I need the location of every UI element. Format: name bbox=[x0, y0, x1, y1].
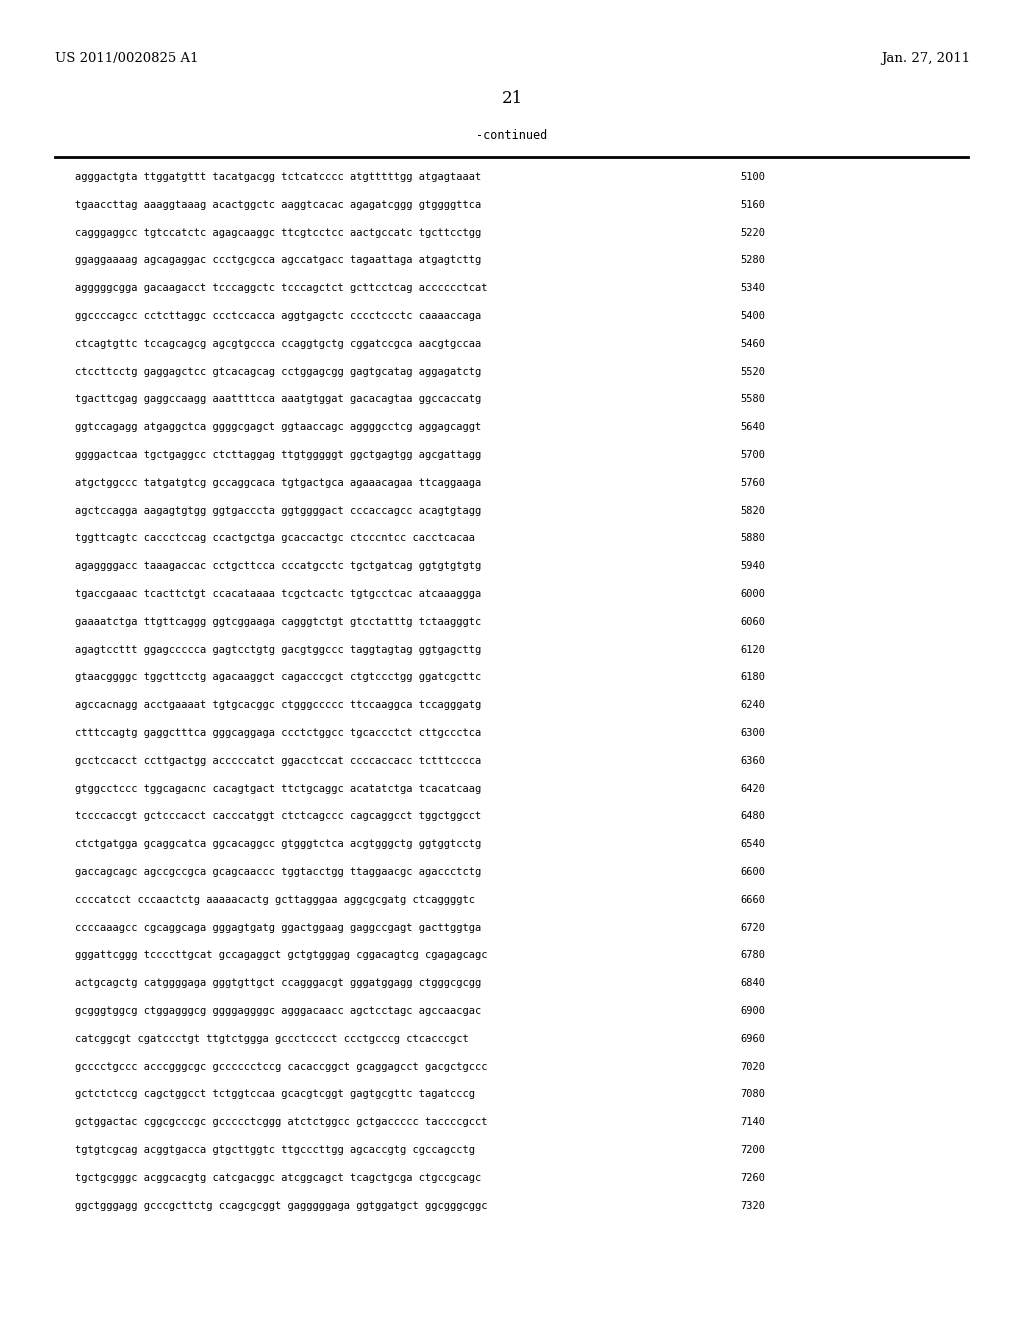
Text: 6540: 6540 bbox=[740, 840, 765, 849]
Text: 5640: 5640 bbox=[740, 422, 765, 432]
Text: ggggactcaa tgctgaggcc ctcttaggag ttgtgggggt ggctgagtgg agcgattagg: ggggactcaa tgctgaggcc ctcttaggag ttgtggg… bbox=[75, 450, 481, 459]
Text: 5160: 5160 bbox=[740, 199, 765, 210]
Text: 5760: 5760 bbox=[740, 478, 765, 488]
Text: 7020: 7020 bbox=[740, 1061, 765, 1072]
Text: agagtccttt ggagccccca gagtcctgtg gacgtggccc taggtagtag ggtgagcttg: agagtccttt ggagccccca gagtcctgtg gacgtgg… bbox=[75, 644, 481, 655]
Text: tccccaccgt gctcccacct cacccatggt ctctcagccc cagcaggcct tggctggcct: tccccaccgt gctcccacct cacccatggt ctctcag… bbox=[75, 812, 481, 821]
Text: gggattcggg tccccttgcat gccagaggct gctgtgggag cggacagtcg cgagagcagc: gggattcggg tccccttgcat gccagaggct gctgtg… bbox=[75, 950, 487, 961]
Text: atgctggccc tatgatgtcg gccaggcaca tgtgactgca agaaacagaa ttcaggaaga: atgctggccc tatgatgtcg gccaggcaca tgtgact… bbox=[75, 478, 481, 488]
Text: 6960: 6960 bbox=[740, 1034, 765, 1044]
Text: agccacnagg acctgaaaat tgtgcacggc ctgggccccc ttccaaggca tccagggatg: agccacnagg acctgaaaat tgtgcacggc ctgggcc… bbox=[75, 700, 481, 710]
Text: 6720: 6720 bbox=[740, 923, 765, 933]
Text: tggttcagtc caccctccag ccactgctga gcaccactgc ctcccntcc cacctcacaa: tggttcagtc caccctccag ccactgctga gcaccac… bbox=[75, 533, 475, 544]
Text: gcgggtggcg ctggagggcg ggggaggggc agggacaacc agctcctagc agccaacgac: gcgggtggcg ctggagggcg ggggaggggc agggaca… bbox=[75, 1006, 481, 1016]
Text: 6060: 6060 bbox=[740, 616, 765, 627]
Text: 5580: 5580 bbox=[740, 395, 765, 404]
Text: 6660: 6660 bbox=[740, 895, 765, 904]
Text: ccccatcct cccaactctg aaaaacactg gcttagggaa aggcgcgatg ctcaggggtc: ccccatcct cccaactctg aaaaacactg gcttaggg… bbox=[75, 895, 475, 904]
Text: 7320: 7320 bbox=[740, 1201, 765, 1210]
Text: 7200: 7200 bbox=[740, 1144, 765, 1155]
Text: 7080: 7080 bbox=[740, 1089, 765, 1100]
Text: 5880: 5880 bbox=[740, 533, 765, 544]
Text: 5940: 5940 bbox=[740, 561, 765, 572]
Text: ggctgggagg gcccgcttctg ccagcgcggt gagggggaga ggtggatgct ggcgggcggc: ggctgggagg gcccgcttctg ccagcgcggt gagggg… bbox=[75, 1201, 487, 1210]
Text: 5400: 5400 bbox=[740, 312, 765, 321]
Text: 6300: 6300 bbox=[740, 729, 765, 738]
Text: gcctccacct ccttgactgg acccccatct ggacctccat ccccaccacc tctttcccca: gcctccacct ccttgactgg acccccatct ggacctc… bbox=[75, 756, 481, 766]
Text: 7260: 7260 bbox=[740, 1172, 765, 1183]
Text: US 2011/0020825 A1: US 2011/0020825 A1 bbox=[55, 51, 199, 65]
Text: agggggcgga gacaagacct tcccaggctc tcccagctct gcttcctcag acccccctcat: agggggcgga gacaagacct tcccaggctc tcccagc… bbox=[75, 284, 487, 293]
Text: -continued: -continued bbox=[476, 129, 548, 143]
Text: 5280: 5280 bbox=[740, 255, 765, 265]
Text: 6360: 6360 bbox=[740, 756, 765, 766]
Text: tgaaccttag aaaggtaaag acactggctc aaggtcacac agagatcggg gtggggttca: tgaaccttag aaaggtaaag acactggctc aaggtca… bbox=[75, 199, 481, 210]
Text: gctctctccg cagctggcct tctggtccaa gcacgtcggt gagtgcgttc tagatcccg: gctctctccg cagctggcct tctggtccaa gcacgtc… bbox=[75, 1089, 475, 1100]
Text: tgctgcgggc acggcacgtg catcgacggc atcggcagct tcagctgcga ctgccgcagc: tgctgcgggc acggcacgtg catcgacggc atcggca… bbox=[75, 1172, 481, 1183]
Text: agaggggacc taaagaccac cctgcttcca cccatgcctc tgctgatcag ggtgtgtgtg: agaggggacc taaagaccac cctgcttcca cccatgc… bbox=[75, 561, 481, 572]
Text: gtaacggggc tggcttcctg agacaaggct cagacccgct ctgtccctgg ggatcgcttc: gtaacggggc tggcttcctg agacaaggct cagaccc… bbox=[75, 672, 481, 682]
Text: Jan. 27, 2011: Jan. 27, 2011 bbox=[881, 51, 970, 65]
Text: 6120: 6120 bbox=[740, 644, 765, 655]
Text: 5520: 5520 bbox=[740, 367, 765, 376]
Text: gaccagcagc agccgccgca gcagcaaccc tggtacctgg ttaggaacgc agaccctctg: gaccagcagc agccgccgca gcagcaaccc tggtacc… bbox=[75, 867, 481, 876]
Text: gtggcctccc tggcagacnc cacagtgact ttctgcaggc acatatctga tcacatcaag: gtggcctccc tggcagacnc cacagtgact ttctgca… bbox=[75, 784, 481, 793]
Text: tgacttcgag gaggccaagg aaattttcca aaatgtggat gacacagtaa ggccaccatg: tgacttcgag gaggccaagg aaattttcca aaatgtg… bbox=[75, 395, 481, 404]
Text: 5700: 5700 bbox=[740, 450, 765, 459]
Text: 6480: 6480 bbox=[740, 812, 765, 821]
Text: ctcagtgttc tccagcagcg agcgtgccca ccaggtgctg cggatccgca aacgtgccaa: ctcagtgttc tccagcagcg agcgtgccca ccaggtg… bbox=[75, 339, 481, 348]
Text: agggactgta ttggatgttt tacatgacgg tctcatcccc atgtttttgg atgagtaaat: agggactgta ttggatgttt tacatgacgg tctcatc… bbox=[75, 172, 481, 182]
Text: 6900: 6900 bbox=[740, 1006, 765, 1016]
Text: agctccagga aagagtgtgg ggtgacccta ggtggggact cccaccagcc acagtgtagg: agctccagga aagagtgtgg ggtgacccta ggtgggg… bbox=[75, 506, 481, 516]
Text: 6420: 6420 bbox=[740, 784, 765, 793]
Text: ctttccagtg gaggctttca gggcaggaga ccctctggcc tgcaccctct cttgccctca: ctttccagtg gaggctttca gggcaggaga ccctctg… bbox=[75, 729, 481, 738]
Text: ggtccagagg atgaggctca ggggcgagct ggtaaccagc aggggcctcg aggagcaggt: ggtccagagg atgaggctca ggggcgagct ggtaacc… bbox=[75, 422, 481, 432]
Text: ctccttcctg gaggagctcc gtcacagcag cctggagcgg gagtgcatag aggagatctg: ctccttcctg gaggagctcc gtcacagcag cctggag… bbox=[75, 367, 481, 376]
Text: 6000: 6000 bbox=[740, 589, 765, 599]
Text: tgtgtcgcag acggtgacca gtgcttggtc ttgcccttgg agcaccgtg cgccagcctg: tgtgtcgcag acggtgacca gtgcttggtc ttgccct… bbox=[75, 1144, 475, 1155]
Text: 6840: 6840 bbox=[740, 978, 765, 989]
Text: 5220: 5220 bbox=[740, 227, 765, 238]
Text: gaaaatctga ttgttcaggg ggtcggaaga cagggtctgt gtcctatttg tctaagggtc: gaaaatctga ttgttcaggg ggtcggaaga cagggtc… bbox=[75, 616, 481, 627]
Text: ctctgatgga gcaggcatca ggcacaggcc gtgggtctca acgtgggctg ggtggtcctg: ctctgatgga gcaggcatca ggcacaggcc gtgggtc… bbox=[75, 840, 481, 849]
Text: ccccaaagcc cgcaggcaga gggagtgatg ggactggaag gaggccgagt gacttggtga: ccccaaagcc cgcaggcaga gggagtgatg ggactgg… bbox=[75, 923, 481, 933]
Text: catcggcgt cgatccctgt ttgtctggga gccctcccct ccctgcccg ctcacccgct: catcggcgt cgatccctgt ttgtctggga gccctccc… bbox=[75, 1034, 469, 1044]
Text: gctggactac cggcgcccgc gccccctcggg atctctggcc gctgaccccc taccccgcct: gctggactac cggcgcccgc gccccctcggg atctct… bbox=[75, 1117, 487, 1127]
Text: 21: 21 bbox=[502, 90, 522, 107]
Text: 7140: 7140 bbox=[740, 1117, 765, 1127]
Text: cagggaggcc tgtccatctc agagcaaggc ttcgtcctcc aactgccatc tgcttcctgg: cagggaggcc tgtccatctc agagcaaggc ttcgtcc… bbox=[75, 227, 481, 238]
Text: 5340: 5340 bbox=[740, 284, 765, 293]
Text: 5100: 5100 bbox=[740, 172, 765, 182]
Text: 6600: 6600 bbox=[740, 867, 765, 876]
Text: gcccctgccc acccgggcgc gcccccctccg cacaccggct gcaggagcct gacgctgccc: gcccctgccc acccgggcgc gcccccctccg cacacc… bbox=[75, 1061, 487, 1072]
Text: actgcagctg catggggaga gggtgttgct ccagggacgt gggatggagg ctgggcgcgg: actgcagctg catggggaga gggtgttgct ccaggga… bbox=[75, 978, 481, 989]
Text: 5460: 5460 bbox=[740, 339, 765, 348]
Text: 6180: 6180 bbox=[740, 672, 765, 682]
Text: 6780: 6780 bbox=[740, 950, 765, 961]
Text: 6240: 6240 bbox=[740, 700, 765, 710]
Text: ggaggaaaag agcagaggac ccctgcgcca agccatgacc tagaattaga atgagtcttg: ggaggaaaag agcagaggac ccctgcgcca agccatg… bbox=[75, 255, 481, 265]
Text: tgaccgaaac tcacttctgt ccacataaaa tcgctcactc tgtgcctcac atcaaaggga: tgaccgaaac tcacttctgt ccacataaaa tcgctca… bbox=[75, 589, 481, 599]
Text: 5820: 5820 bbox=[740, 506, 765, 516]
Text: ggccccagcc cctcttaggc ccctccacca aggtgagctc cccctccctc caaaaccaga: ggccccagcc cctcttaggc ccctccacca aggtgag… bbox=[75, 312, 481, 321]
